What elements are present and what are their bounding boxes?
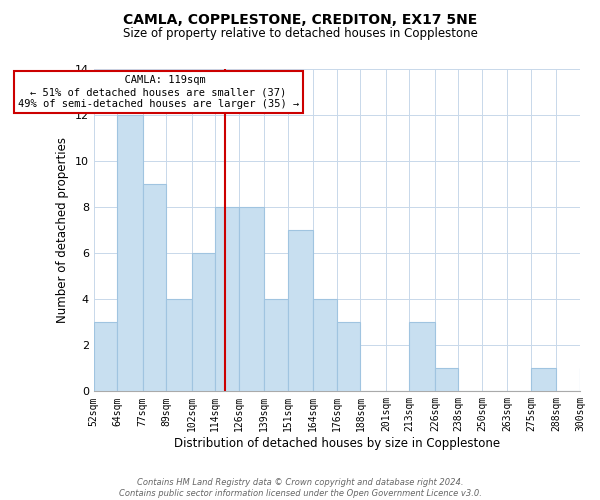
Bar <box>435 368 458 392</box>
Text: CAMLA: 119sqm
← 51% of detached houses are smaller (37)
49% of semi-detached hou: CAMLA: 119sqm ← 51% of detached houses a… <box>18 76 299 108</box>
Bar <box>192 253 215 392</box>
Text: CAMLA, COPPLESTONE, CREDITON, EX17 5NE: CAMLA, COPPLESTONE, CREDITON, EX17 5NE <box>123 12 477 26</box>
Bar <box>143 184 166 392</box>
Bar <box>117 115 143 392</box>
Bar <box>531 368 556 392</box>
Bar <box>580 368 600 392</box>
Text: Contains HM Land Registry data © Crown copyright and database right 2024.
Contai: Contains HM Land Registry data © Crown c… <box>119 478 481 498</box>
Bar <box>265 299 288 392</box>
Bar <box>313 299 337 392</box>
Text: Size of property relative to detached houses in Copplestone: Size of property relative to detached ho… <box>122 28 478 40</box>
Bar <box>215 207 239 392</box>
Bar <box>409 322 435 392</box>
Bar <box>288 230 313 392</box>
Bar <box>337 322 361 392</box>
X-axis label: Distribution of detached houses by size in Copplestone: Distribution of detached houses by size … <box>174 437 500 450</box>
Y-axis label: Number of detached properties: Number of detached properties <box>56 137 69 323</box>
Bar <box>239 207 265 392</box>
Bar <box>166 299 192 392</box>
Bar <box>94 322 117 392</box>
